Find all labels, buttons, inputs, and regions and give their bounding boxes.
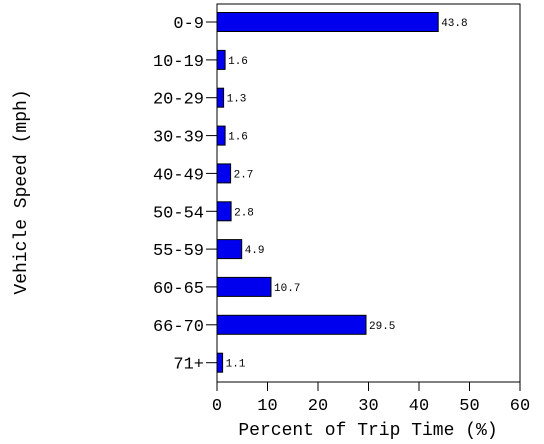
- y-tick-label-20-29: 20-29: [153, 91, 204, 110]
- x-axis: 0 10 20 30 40 50 60: [212, 382, 530, 416]
- y-tick-label-40-49: 40-49: [153, 166, 204, 185]
- y-tick-label-71+: 71+: [173, 356, 204, 375]
- y-tick-label-66-70: 66-70: [153, 318, 204, 337]
- bar-40-49: [216, 163, 232, 184]
- x-tick-label-30: 30: [358, 397, 378, 416]
- bar-10-19: [216, 49, 226, 70]
- y-tick-label-55-59: 55-59: [153, 242, 204, 261]
- y-tick-label-60-65: 60-65: [153, 280, 204, 299]
- x-tick-label-20: 20: [308, 397, 328, 416]
- value-label-10-19: 1.6: [228, 56, 248, 68]
- bar-50-54: [216, 201, 232, 222]
- y-tick-label-0-9: 0-9: [173, 15, 204, 34]
- value-label-20-29: 1.3: [227, 94, 247, 106]
- y-axis: 0-9 10-19 20-29 30-39 40-49 50-54 55-59 60-65 66…: [153, 15, 217, 375]
- bar-20-29: [216, 87, 225, 108]
- y-tick-label-50-54: 50-54: [153, 204, 204, 223]
- y-tick-label-10-19: 10-19: [153, 53, 204, 72]
- value-label-30-39: 1.6: [228, 132, 248, 144]
- y-axis-title: Vehicle Speed (mph): [12, 89, 32, 294]
- value-label-50-54: 2.8: [234, 207, 254, 219]
- value-label-55-59: 4.9: [245, 245, 265, 257]
- bars: 43.8 1.6 1.3 1.6 2.7 2.8 4.9 10.7 29.5 1.1: [216, 12, 468, 373]
- value-label-60-65: 10.7: [274, 283, 300, 295]
- value-label-71+: 1.1: [226, 359, 246, 371]
- value-label-66-70: 29.5: [369, 321, 395, 333]
- value-label-40-49: 2.7: [234, 169, 254, 181]
- x-tick-label-50: 50: [459, 397, 479, 416]
- bar-66-70: [216, 314, 367, 335]
- y-tick-label-30-39: 30-39: [153, 129, 204, 148]
- x-tick-label-40: 40: [409, 397, 429, 416]
- bar-60-65: [216, 276, 272, 297]
- bar-30-39: [216, 125, 226, 146]
- x-tick-label-0: 0: [212, 397, 222, 416]
- bar-71+: [216, 352, 224, 373]
- bar-55-59: [216, 239, 243, 260]
- x-tick-label-10: 10: [257, 397, 277, 416]
- x-tick-label-60: 60: [510, 397, 530, 416]
- bar-0-9: [216, 12, 439, 32]
- x-axis-title: Percent of Trip Time (%): [238, 421, 497, 441]
- value-label-0-9: 43.8: [441, 18, 467, 30]
